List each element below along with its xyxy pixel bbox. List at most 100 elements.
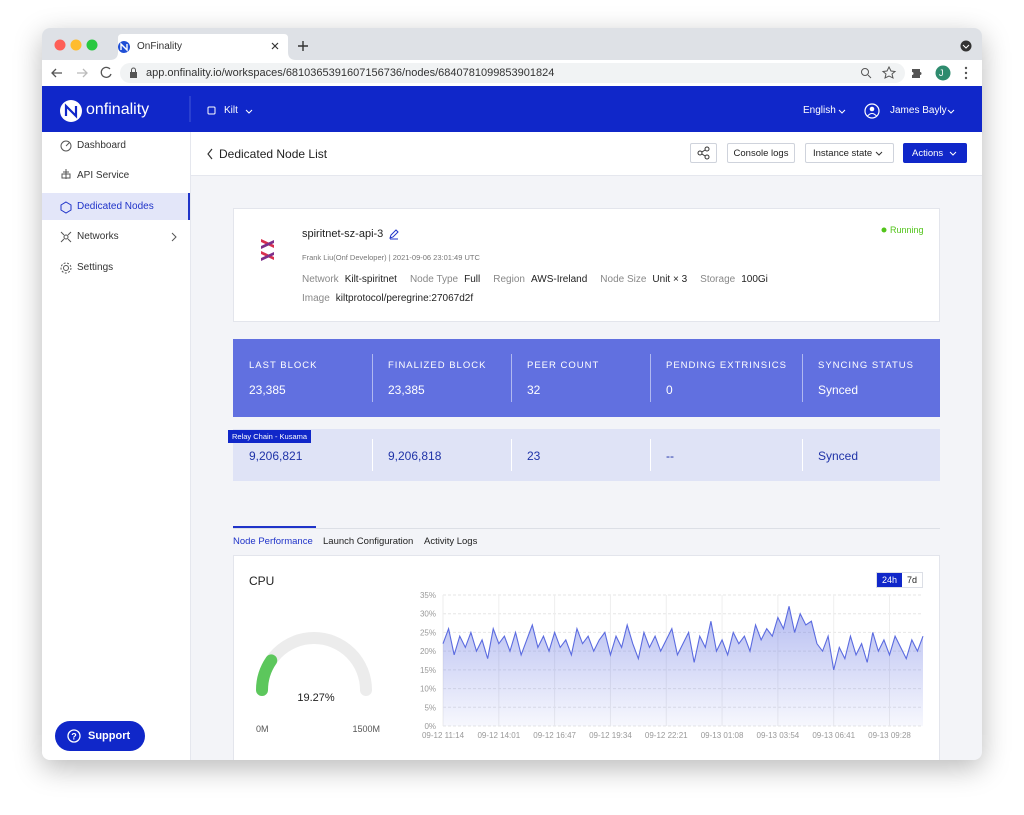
nav-label: Dashboard bbox=[77, 140, 126, 151]
x-tick-label: 09-12 11:14 bbox=[422, 731, 465, 740]
nav-label: API Service bbox=[77, 170, 130, 181]
node-meta: Frank Liu(Onf Developer) | 2021-09-06 23… bbox=[302, 253, 480, 262]
relay-value: 9,206,818 bbox=[388, 449, 442, 463]
edit-name-icon[interactable] bbox=[388, 228, 400, 240]
node-field: Region AWS-Ireland bbox=[493, 274, 587, 285]
stat-header: PENDING EXTRINSICS bbox=[666, 360, 787, 371]
x-tick-label: 09-12 19:34 bbox=[589, 731, 632, 740]
gauge-max-label: 1500M bbox=[352, 724, 380, 734]
node-status: Running bbox=[890, 225, 924, 235]
profile-avatar[interactable]: J bbox=[939, 68, 944, 78]
nav-settings[interactable]: Settings bbox=[42, 254, 190, 281]
x-tick-label: 09-13 01:08 bbox=[701, 731, 744, 740]
relay-bar: 9,206,821 9,206,818 23 -- Synced bbox=[233, 429, 940, 481]
field-value: 100Gi bbox=[741, 274, 768, 285]
relay-divider bbox=[372, 439, 373, 471]
range-button[interactable]: 24h bbox=[877, 573, 903, 587]
instance-state-button[interactable]: Instance state bbox=[805, 143, 894, 163]
stat-divider bbox=[650, 354, 651, 402]
field-value: Full bbox=[464, 274, 481, 285]
relay-divider bbox=[802, 439, 803, 471]
back-link[interactable]: Dedicated Node List bbox=[219, 147, 328, 161]
x-tick-label: 09-13 03:54 bbox=[757, 731, 800, 740]
nav-label: Networks bbox=[77, 231, 119, 242]
field-label: Network bbox=[302, 274, 339, 285]
address-url[interactable]: app.onfinality.io/workspaces/68103653916… bbox=[146, 67, 555, 79]
tab-activity-logs[interactable]: Activity Logs bbox=[424, 536, 478, 547]
svg-text:?: ? bbox=[71, 732, 77, 742]
back-icon bbox=[207, 148, 213, 160]
console-logs-button[interactable]: Console logs bbox=[727, 143, 795, 163]
field-label: Storage bbox=[700, 274, 736, 285]
x-tick-label: 09-13 06:41 bbox=[812, 731, 855, 740]
field-label: Node Type bbox=[409, 274, 459, 285]
node-card bbox=[233, 208, 940, 322]
y-tick-label: 0% bbox=[424, 722, 436, 731]
node-field: Storage 100Gi bbox=[700, 274, 768, 285]
browser-chrome-icons bbox=[42, 34, 982, 86]
support-button[interactable]: ? Support bbox=[55, 721, 145, 751]
tab-node-performance[interactable]: Node Performance bbox=[233, 536, 313, 547]
gauge-value-label: 19.27% bbox=[297, 692, 335, 704]
nav-dashboard[interactable]: Dashboard bbox=[42, 132, 190, 159]
cpu-area bbox=[443, 606, 923, 726]
cpu-chart: 19.27% 0M 1500M 0% 5% 10% 15% 20% 25% 30% 35% 09-12… bbox=[256, 591, 924, 740]
y-tick-label: 15% bbox=[420, 666, 436, 675]
y-tick-label: 35% bbox=[420, 591, 436, 600]
y-tick-label: 25% bbox=[420, 628, 436, 637]
y-tick-label: 10% bbox=[420, 685, 436, 694]
workspace-selector[interactable]: Kilt bbox=[224, 105, 238, 116]
user-menu[interactable]: James Bayly bbox=[890, 105, 947, 116]
node-field: Network Kilt-spiritnet bbox=[302, 274, 397, 285]
field-value: AWS-Ireland bbox=[530, 274, 588, 285]
tabs-divider bbox=[233, 528, 940, 529]
nav-label: Dedicated Nodes bbox=[77, 201, 154, 212]
nav-icons bbox=[60, 140, 177, 274]
stat-divider bbox=[372, 354, 373, 402]
status-dot bbox=[881, 227, 887, 233]
node-field: Image kiltprotocol/peregrine:27067d2f bbox=[302, 293, 473, 304]
tab-title[interactable]: OnFinality bbox=[137, 41, 183, 52]
brand-name[interactable]: onfinality bbox=[86, 101, 150, 118]
x-tick-label: 09-13 09:28 bbox=[868, 731, 911, 740]
field-value: kiltprotocol/peregrine:27067d2f bbox=[335, 293, 474, 304]
gauge-min-label: 0M bbox=[256, 724, 269, 734]
stat-divider bbox=[511, 354, 512, 402]
x-tick-label: 09-12 16:47 bbox=[533, 731, 576, 740]
stats-bar: LAST BLOCK 23,385 FINALIZED BLOCK 23,385 PEE… bbox=[233, 339, 940, 417]
field-label: Node Size bbox=[600, 274, 647, 285]
stat-header: LAST BLOCK bbox=[249, 360, 318, 371]
field-value: Unit × 3 bbox=[652, 274, 688, 285]
tab-launch-configuration[interactable]: Launch Configuration bbox=[323, 536, 414, 547]
node-field: Node Size Unit × 3 bbox=[600, 274, 687, 285]
field-value: Kilt-spiritnet bbox=[344, 274, 397, 285]
field-label: Region bbox=[493, 274, 525, 285]
field-label: Image bbox=[302, 293, 330, 304]
nav-dedicated-nodes[interactable]: Dedicated Nodes bbox=[42, 193, 190, 220]
relay-value: 9,206,821 bbox=[249, 449, 303, 463]
nav-networks[interactable]: Networks bbox=[42, 223, 190, 250]
stat-header: SYNCING STATUS bbox=[818, 360, 914, 371]
relay-value: 23 bbox=[527, 449, 541, 463]
stat-header: PEER COUNT bbox=[527, 360, 600, 371]
language-selector[interactable]: English bbox=[803, 105, 836, 116]
actions-button[interactable]: Actions bbox=[903, 143, 967, 163]
app-header bbox=[42, 86, 982, 132]
relay-divider bbox=[650, 439, 651, 471]
stat-value: 32 bbox=[527, 383, 541, 397]
range-button[interactable]: 7d bbox=[907, 575, 918, 585]
y-tick-label: 5% bbox=[424, 703, 436, 712]
cpu-line bbox=[442, 606, 924, 670]
range-toggle: 24h 7d bbox=[876, 572, 924, 588]
gauge-track bbox=[256, 632, 372, 696]
kilt-logo bbox=[261, 239, 274, 261]
header-icons bbox=[60, 96, 955, 122]
nav-api-service[interactable]: API Service bbox=[42, 162, 190, 189]
y-tick-label: 30% bbox=[420, 610, 436, 619]
stat-divider bbox=[802, 354, 803, 402]
active-tab-indicator bbox=[233, 526, 316, 528]
stat-value: Synced bbox=[818, 383, 859, 397]
sidebar: Dashboard API Service Dedicated Nodes Ne… bbox=[42, 132, 191, 760]
node-field: Node Type Full bbox=[410, 274, 480, 285]
share-button[interactable] bbox=[690, 143, 717, 163]
